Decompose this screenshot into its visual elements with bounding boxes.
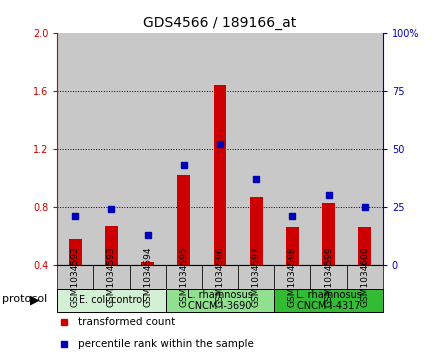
Bar <box>141 262 154 265</box>
Bar <box>105 226 118 265</box>
Text: ▶: ▶ <box>30 293 40 306</box>
Bar <box>166 33 202 265</box>
Text: GSM1034592: GSM1034592 <box>71 246 80 307</box>
Bar <box>359 227 371 265</box>
Bar <box>166 289 274 312</box>
Bar <box>286 227 299 265</box>
Bar <box>93 33 129 265</box>
Bar <box>57 289 166 312</box>
Bar <box>57 33 93 265</box>
Bar <box>238 265 274 289</box>
Bar <box>214 85 226 265</box>
Text: GSM1034599: GSM1034599 <box>324 246 333 307</box>
Text: transformed count: transformed count <box>78 317 176 327</box>
Bar <box>69 239 82 265</box>
Text: E. coli control: E. coli control <box>78 295 144 305</box>
Text: L. rhamnosus
CNCM I-4317: L. rhamnosus CNCM I-4317 <box>296 290 362 311</box>
Bar <box>129 33 166 265</box>
Bar <box>311 265 347 289</box>
Bar <box>322 203 335 265</box>
Bar <box>202 33 238 265</box>
Bar <box>166 265 202 289</box>
Text: protocol: protocol <box>2 294 48 305</box>
Bar <box>202 265 238 289</box>
Bar <box>274 265 311 289</box>
Bar <box>311 33 347 265</box>
Bar <box>274 33 311 265</box>
Text: GSM1034595: GSM1034595 <box>180 246 188 307</box>
Bar <box>274 289 383 312</box>
Text: GSM1034600: GSM1034600 <box>360 246 369 307</box>
Text: GSM1034593: GSM1034593 <box>107 246 116 307</box>
Text: GSM1034596: GSM1034596 <box>216 246 224 307</box>
Text: percentile rank within the sample: percentile rank within the sample <box>78 339 254 349</box>
Text: L. rhamnosus
CNCM I-3690: L. rhamnosus CNCM I-3690 <box>187 290 253 311</box>
Bar <box>250 197 263 265</box>
Bar <box>347 33 383 265</box>
Text: GSM1034594: GSM1034594 <box>143 246 152 307</box>
Bar <box>347 265 383 289</box>
Text: GSM1034597: GSM1034597 <box>252 246 260 307</box>
Bar <box>57 265 93 289</box>
Bar <box>177 175 190 265</box>
Title: GDS4566 / 189166_at: GDS4566 / 189166_at <box>143 16 297 30</box>
Bar <box>93 265 129 289</box>
Text: GSM1034598: GSM1034598 <box>288 246 297 307</box>
Bar <box>129 265 166 289</box>
Bar <box>238 33 274 265</box>
